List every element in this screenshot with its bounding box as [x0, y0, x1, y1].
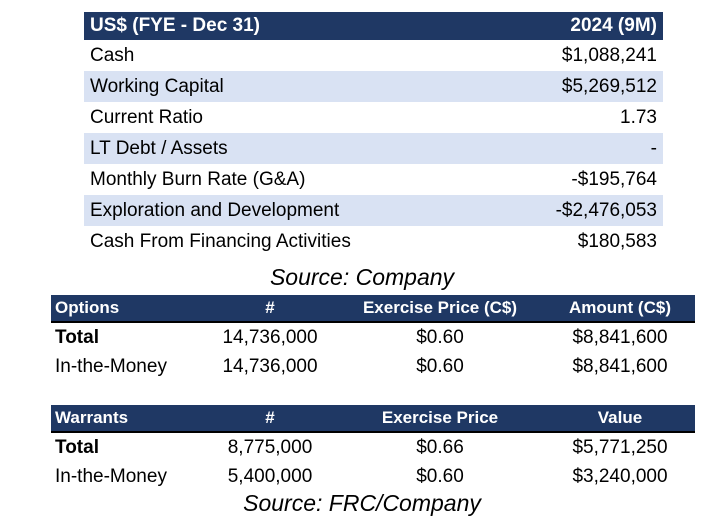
row-value: 1.73: [620, 107, 657, 128]
cell: $8,841,600: [572, 327, 668, 348]
row-label: Exploration and Development: [84, 195, 493, 226]
row-value: -$195,764: [571, 169, 657, 190]
options-header-row: Options # Exercise Price (C$) Amount (C$…: [51, 295, 695, 323]
row-label: Cash From Financing Activities: [90, 231, 351, 252]
cell: 14,736,000: [222, 356, 318, 377]
warrants-header-row: Warrants # Exercise Price Value: [51, 405, 695, 433]
row-label: In-the-Money: [55, 356, 167, 377]
column-header: Warrants: [51, 405, 205, 433]
cell: $0.60: [416, 466, 464, 487]
row-label: LT Debt / Assets: [84, 133, 493, 164]
row-value: $5,269,512: [492, 71, 663, 102]
column-header: Exercise Price (C$): [335, 295, 545, 323]
cell: $5,771,250: [572, 437, 668, 458]
row-value: $1,088,241: [561, 45, 657, 66]
table-row: Total 14,736,000 $0.60 $8,841,600: [51, 322, 695, 352]
warrants-table: Warrants # Exercise Price Value Total 8,…: [51, 405, 695, 491]
column-header: #: [205, 295, 335, 323]
cell: 14,736,000: [222, 327, 318, 348]
table-row: Exploration and Development -$2,476,053: [84, 195, 663, 226]
table-row: In-the-Money 14,736,000 $0.60 $8,841,600: [51, 352, 695, 381]
column-header: Exercise Price: [335, 405, 545, 433]
cell: 8,775,000: [227, 437, 313, 458]
source-caption-company: Source: Company: [269, 264, 455, 290]
column-header: #: [205, 405, 335, 433]
row-value: $180,583: [577, 231, 657, 252]
source-caption-frc-company: Source: FRC/Company: [243, 490, 481, 516]
row-value: -: [492, 133, 663, 164]
table-row: Working Capital $5,269,512: [84, 71, 663, 102]
table-row: Cash $1,088,241: [84, 40, 663, 71]
cell: 5,400,000: [227, 466, 313, 487]
financial-header-period: 2024 (9M): [570, 15, 657, 36]
table-row: In-the-Money 5,400,000 $0.60 $3,240,000: [51, 462, 695, 491]
table-row: Current Ratio 1.73: [84, 102, 663, 133]
column-header: Value: [545, 405, 695, 433]
cell: $0.60: [416, 327, 464, 348]
row-label: Cash: [90, 45, 135, 66]
column-header: Options: [51, 295, 205, 323]
cell: $0.60: [416, 356, 464, 377]
row-value: -$2,476,053: [492, 195, 663, 226]
table-row: Monthly Burn Rate (G&A) -$195,764: [84, 164, 663, 195]
table-row: Total 8,775,000 $0.66 $5,771,250: [51, 432, 695, 462]
row-label: Total: [55, 327, 99, 348]
row-label: In-the-Money: [55, 466, 167, 487]
row-label: Monthly Burn Rate (G&A): [90, 169, 306, 190]
table-row: LT Debt / Assets -: [84, 133, 663, 164]
row-label: Current Ratio: [90, 107, 203, 128]
financial-header-label: US$ (FYE - Dec 31): [90, 15, 260, 36]
cell: $8,841,600: [572, 356, 668, 377]
financial-summary-table: US$ (FYE - Dec 31) 2024 (9M) Cash $1,088…: [84, 12, 663, 257]
table-row: Cash From Financing Activities $180,583: [84, 226, 663, 257]
cell: $0.66: [416, 437, 464, 458]
financial-header-row: US$ (FYE - Dec 31) 2024 (9M): [84, 12, 663, 40]
row-label: Working Capital: [84, 71, 493, 102]
options-table: Options # Exercise Price (C$) Amount (C$…: [51, 295, 695, 381]
column-header: Amount (C$): [545, 295, 695, 323]
row-label: Total: [55, 437, 99, 458]
cell: $3,240,000: [572, 466, 668, 487]
